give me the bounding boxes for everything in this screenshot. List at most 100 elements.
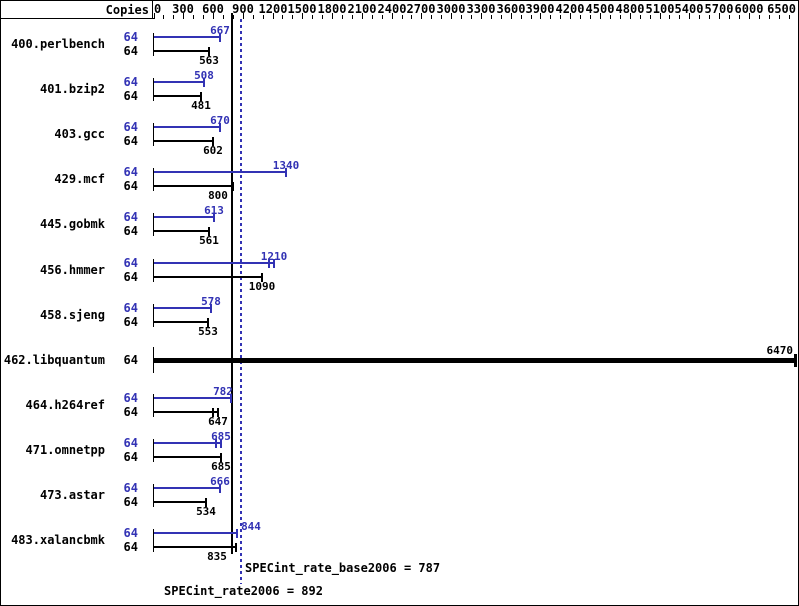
- axis-tick-label: 5700: [704, 2, 734, 16]
- axis-tick-label: 5100: [645, 2, 675, 16]
- group-axis-bracket: [153, 168, 154, 191]
- group-axis-bracket: [153, 213, 154, 236]
- benchmark-label: 403.gcc: [54, 127, 105, 141]
- copies-value-base: 64: [123, 44, 138, 58]
- axis-minor-tick: [471, 15, 472, 19]
- axis-tick-label: 900: [232, 2, 254, 16]
- group-axis-bracket: [153, 123, 154, 146]
- axis-minor-tick: [669, 15, 670, 19]
- base-value-label: 553: [198, 325, 218, 338]
- base-value-label: 800: [208, 189, 228, 202]
- peak-bar: [154, 442, 221, 444]
- axis-major-tick: [243, 13, 244, 19]
- axis-major-tick: [154, 13, 155, 19]
- group-axis-bracket: [153, 78, 154, 101]
- base-bar: [154, 95, 201, 97]
- peak-bar: [154, 36, 220, 38]
- axis-minor-tick: [342, 15, 343, 19]
- base-bar-end-cap: [208, 47, 210, 56]
- axis-minor-tick: [550, 15, 551, 19]
- axis-tick-label: 3900: [525, 2, 555, 16]
- axis-major-tick: [392, 13, 393, 19]
- axis-minor-tick: [769, 15, 770, 19]
- axis-major-tick: [183, 13, 184, 19]
- axis-minor-tick: [203, 15, 204, 19]
- axis-minor-tick: [282, 15, 283, 19]
- base-value-label: 685: [211, 460, 231, 473]
- axis-minor-tick: [263, 15, 264, 19]
- group-axis-bracket: [153, 259, 154, 282]
- peak-bar: [154, 262, 274, 264]
- copies-value-peak: 64: [123, 436, 138, 450]
- copies-value-base: 64: [123, 270, 138, 284]
- copies-value-peak: 64: [123, 481, 138, 495]
- peak-bar-end-cap: [203, 78, 205, 87]
- peak-value-label: 844: [241, 520, 261, 533]
- group-axis-bracket: [153, 439, 154, 462]
- peak-bar: [154, 532, 237, 534]
- base-rate-reference-line: [231, 13, 233, 554]
- base-bar-end-cap: [235, 543, 237, 552]
- copies-value-peak: 64: [123, 256, 138, 270]
- peak-bar: [154, 307, 211, 309]
- axis-minor-tick: [193, 15, 194, 19]
- axis-minor-tick: [382, 15, 383, 19]
- base-value-label: 835: [207, 550, 227, 563]
- axis-minor-tick: [322, 15, 323, 19]
- axis-minor-tick: [173, 15, 174, 19]
- copies-value-peak: 64: [123, 120, 138, 134]
- base-bar-end-cap: [261, 273, 263, 282]
- axis-minor-tick: [620, 15, 621, 19]
- copies-value-peak: 64: [123, 75, 138, 89]
- peak-bar: [154, 487, 220, 489]
- copies-value-base: 64: [123, 540, 138, 554]
- base-value-label: 1090: [248, 280, 276, 293]
- peak-bar-end-cap: [210, 304, 212, 313]
- axis-major-tick: [511, 13, 512, 19]
- benchmark-label: 401.bzip2: [39, 82, 105, 96]
- axis-minor-tick: [163, 15, 164, 19]
- axis-major-tick: [600, 13, 601, 19]
- axis-minor-tick: [402, 15, 403, 19]
- base-value-label: 6470: [766, 344, 794, 357]
- axis-tick-label: 300: [172, 2, 194, 16]
- peak-bar-spread-marker: [215, 439, 217, 448]
- group-axis-bracket: [153, 394, 154, 417]
- benchmark-label: 462.libquantum: [3, 353, 105, 367]
- group-axis-bracket: [153, 33, 154, 56]
- copies-value-base: 64: [123, 89, 138, 103]
- peak-value-label: 578: [201, 295, 221, 308]
- axis-tick-label: 4800: [615, 2, 645, 16]
- peak-value-label: 1210: [260, 250, 288, 263]
- copies-axis-separator: [152, 1, 153, 19]
- axis-minor-tick: [253, 15, 254, 19]
- base-bar-end-cap: [217, 408, 219, 417]
- base-bar: [154, 546, 236, 548]
- copies-value-peak: 64: [123, 301, 138, 315]
- base-bar-spread-marker: [212, 408, 214, 417]
- base-value-label: 561: [199, 234, 219, 247]
- axis-minor-tick: [441, 15, 442, 19]
- axis-minor-tick: [739, 15, 740, 19]
- benchmark-label: 458.sjeng: [39, 308, 105, 322]
- peak-value-label: 613: [204, 204, 224, 217]
- peak-rate-reference-line: [240, 19, 242, 584]
- axis-tick-label: 3600: [496, 2, 526, 16]
- axis-minor-tick: [411, 15, 412, 19]
- base-value-label: 563: [199, 54, 219, 67]
- peak-value-label: 508: [194, 69, 214, 82]
- base-bar: [154, 321, 208, 323]
- base-bar-end-cap: [220, 453, 222, 462]
- axis-major-tick: [213, 13, 214, 19]
- axis-major-tick: [302, 13, 303, 19]
- copies-value-peak: 64: [123, 210, 138, 224]
- benchmark-label: 445.gobmk: [39, 217, 105, 231]
- peak-bar: [154, 81, 204, 83]
- copies-value-peak: 64: [123, 30, 138, 44]
- copies-value-peak: 64: [123, 165, 138, 179]
- axis-major-tick: [570, 13, 571, 19]
- benchmark-label: 456.hmmer: [39, 263, 105, 277]
- benchmark-label: 464.h264ref: [25, 398, 105, 412]
- group-axis-bracket: [153, 304, 154, 327]
